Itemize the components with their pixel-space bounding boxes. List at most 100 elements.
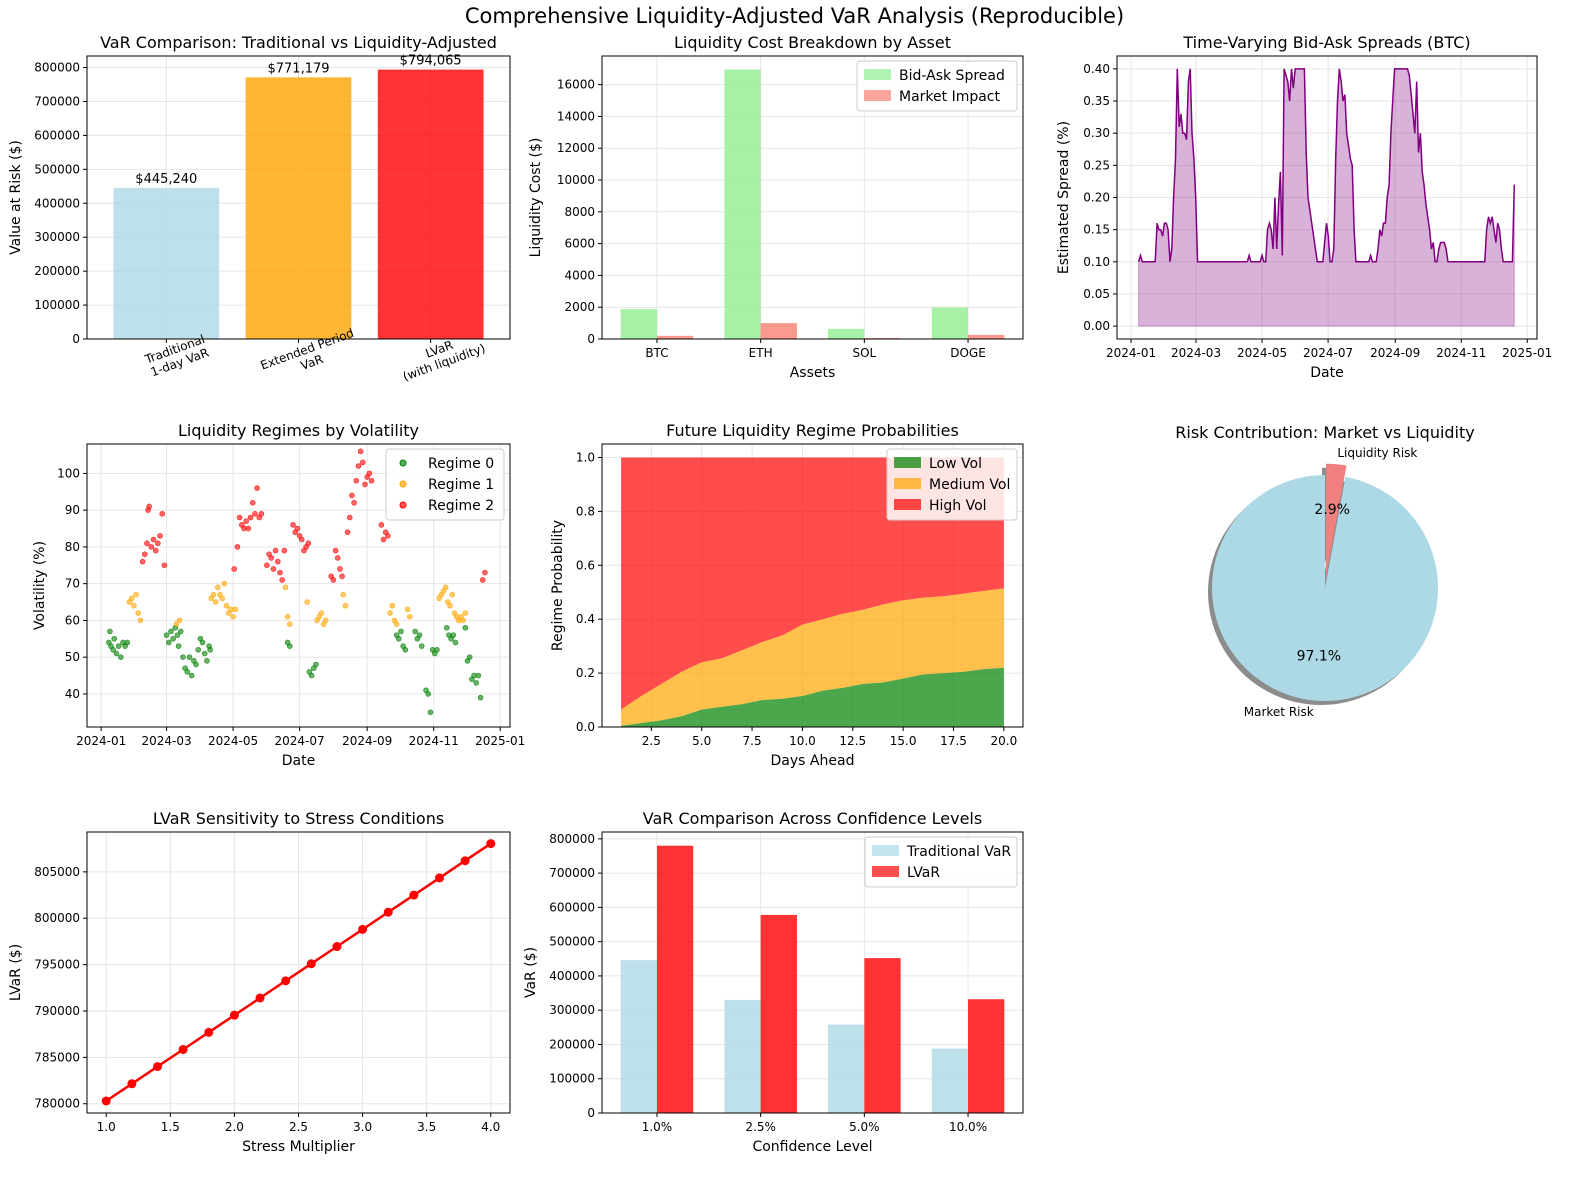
y-tick-label: 0.25 xyxy=(1083,158,1110,172)
scatter-point xyxy=(254,485,260,491)
x-tick-label: 2025-01 xyxy=(475,734,525,748)
y-tick-label: 800000 xyxy=(549,832,595,846)
pie-slice-label: Market Risk xyxy=(1244,705,1314,719)
y-tick-label: 40 xyxy=(65,687,80,701)
scatter-point xyxy=(128,595,135,602)
scatter-point xyxy=(247,514,254,521)
scatter-point xyxy=(281,547,288,554)
scatter-point xyxy=(294,525,301,532)
x-axis-label: Date xyxy=(282,753,315,769)
scatter-point xyxy=(427,709,434,716)
x-tick-label: 15.0 xyxy=(890,734,917,748)
y-tick-label: 0.30 xyxy=(1083,126,1110,140)
x-tick-label: 2024-03 xyxy=(1171,346,1221,360)
x-tick-label: 20.0 xyxy=(991,734,1018,748)
scatter-point xyxy=(477,694,484,701)
stress-marker xyxy=(204,1027,214,1037)
stress-marker xyxy=(101,1096,111,1106)
y-tick-label: 100 xyxy=(57,466,80,480)
scatter-point xyxy=(330,577,337,583)
x-axis-label: Stress Multiplier xyxy=(242,1139,355,1155)
legend-entry: LVaR xyxy=(907,865,940,881)
scatter-point xyxy=(475,672,482,679)
scatter-point xyxy=(447,602,453,609)
stress-line xyxy=(105,842,492,1102)
y-axis-label: Volatility (%) xyxy=(32,541,48,630)
frame-stress: 1.0 1.5 2.0 2.5 3.0 3.5 4.0 780000 785000 790000 7… xyxy=(8,809,511,1155)
pie-slice xyxy=(1326,463,1347,577)
y-tick-label: 90 xyxy=(65,503,80,517)
scatter-point xyxy=(479,577,486,583)
scatter-point xyxy=(322,617,329,624)
scatter-point xyxy=(258,511,265,517)
x-tick-label: 2024-07 xyxy=(275,734,325,748)
axes-frame xyxy=(601,443,1024,728)
scatter-point xyxy=(207,647,213,653)
x-tick-label: 2.5 xyxy=(289,1120,308,1134)
y-tick-label: 200000 xyxy=(34,264,80,278)
legend: Traditional VaR LVaR xyxy=(864,836,1018,888)
y-tick-label: 785000 xyxy=(34,1050,80,1064)
y-tick-label: 12000 xyxy=(557,141,595,155)
scatter-point xyxy=(231,566,237,572)
stress-marker xyxy=(460,856,470,866)
legend-entry: Bid-Ask Spread xyxy=(899,68,1005,84)
scatter-point xyxy=(170,635,176,642)
scatter-point xyxy=(418,643,425,649)
y-tick-label: 70 xyxy=(65,577,80,591)
y-tick-label: 500000 xyxy=(34,162,80,176)
x-axis-label: Assets xyxy=(790,365,836,381)
scatter-point xyxy=(141,551,148,558)
scatter-point xyxy=(117,654,124,660)
scatter-point xyxy=(298,536,305,543)
scatter-point xyxy=(308,672,315,679)
scatter-point xyxy=(450,632,457,638)
bar xyxy=(620,960,657,1113)
y-tick-label: 200000 xyxy=(549,1037,595,1051)
scatter-point xyxy=(163,632,170,638)
scatter-point xyxy=(219,595,225,602)
scatter-point xyxy=(406,613,413,620)
scatter-point xyxy=(135,610,142,616)
scatter-point xyxy=(124,639,131,646)
scatter-point xyxy=(342,602,349,609)
chart-title: Liquidity Regimes by Volatility xyxy=(178,421,419,440)
stress-marker xyxy=(409,890,419,900)
y-tick-label: 6000 xyxy=(564,237,595,251)
frame-regime_probs: 2.5 5.0 7.5 10.0 12.5 15.0 17.5 20.0 0.0 0.2 0.4 0.… xyxy=(550,421,1024,769)
chart-title: Liquidity Cost Breakdown by Asset xyxy=(674,33,951,52)
y-tick-label: 700000 xyxy=(34,94,80,108)
x-tick-label: 7.5 xyxy=(743,734,762,748)
scatter-point xyxy=(272,547,279,554)
scatter-point xyxy=(346,514,353,521)
legend-swatch xyxy=(894,478,921,489)
bar xyxy=(377,69,484,339)
stress-marker xyxy=(229,1010,239,1020)
scatter-point xyxy=(131,602,137,609)
scatter-point xyxy=(389,602,396,609)
scatter-point xyxy=(344,529,351,536)
y-tick-label: 2000 xyxy=(564,300,595,314)
scatter-point xyxy=(274,558,281,565)
spread-line xyxy=(1137,68,1516,263)
scatter-point xyxy=(318,610,325,616)
scatter-point xyxy=(210,591,217,598)
x-tick-label: 2024-03 xyxy=(142,734,192,748)
x-tick-label: 2024-11 xyxy=(1436,346,1486,360)
y-tick-label: 16000 xyxy=(557,78,595,92)
y-axis-label: Liquidity Cost ($) xyxy=(528,138,544,258)
x-tick-label: SOL xyxy=(852,346,876,360)
axes-stress xyxy=(87,832,510,1113)
scatter-point xyxy=(442,584,449,591)
scatter-point xyxy=(277,569,283,576)
stress-marker xyxy=(281,976,291,986)
scatter-point xyxy=(387,610,393,616)
legend: Bid-Ask Spread Market Impact xyxy=(856,60,1018,112)
scatter-point xyxy=(180,654,186,660)
scatter-point xyxy=(334,555,341,561)
y-tick-label: 0.35 xyxy=(1083,94,1110,108)
legend: Low Vol Medium Vol High Vol xyxy=(886,448,1018,521)
y-tick-label: 500000 xyxy=(549,935,595,949)
legend-frame xyxy=(385,448,505,521)
